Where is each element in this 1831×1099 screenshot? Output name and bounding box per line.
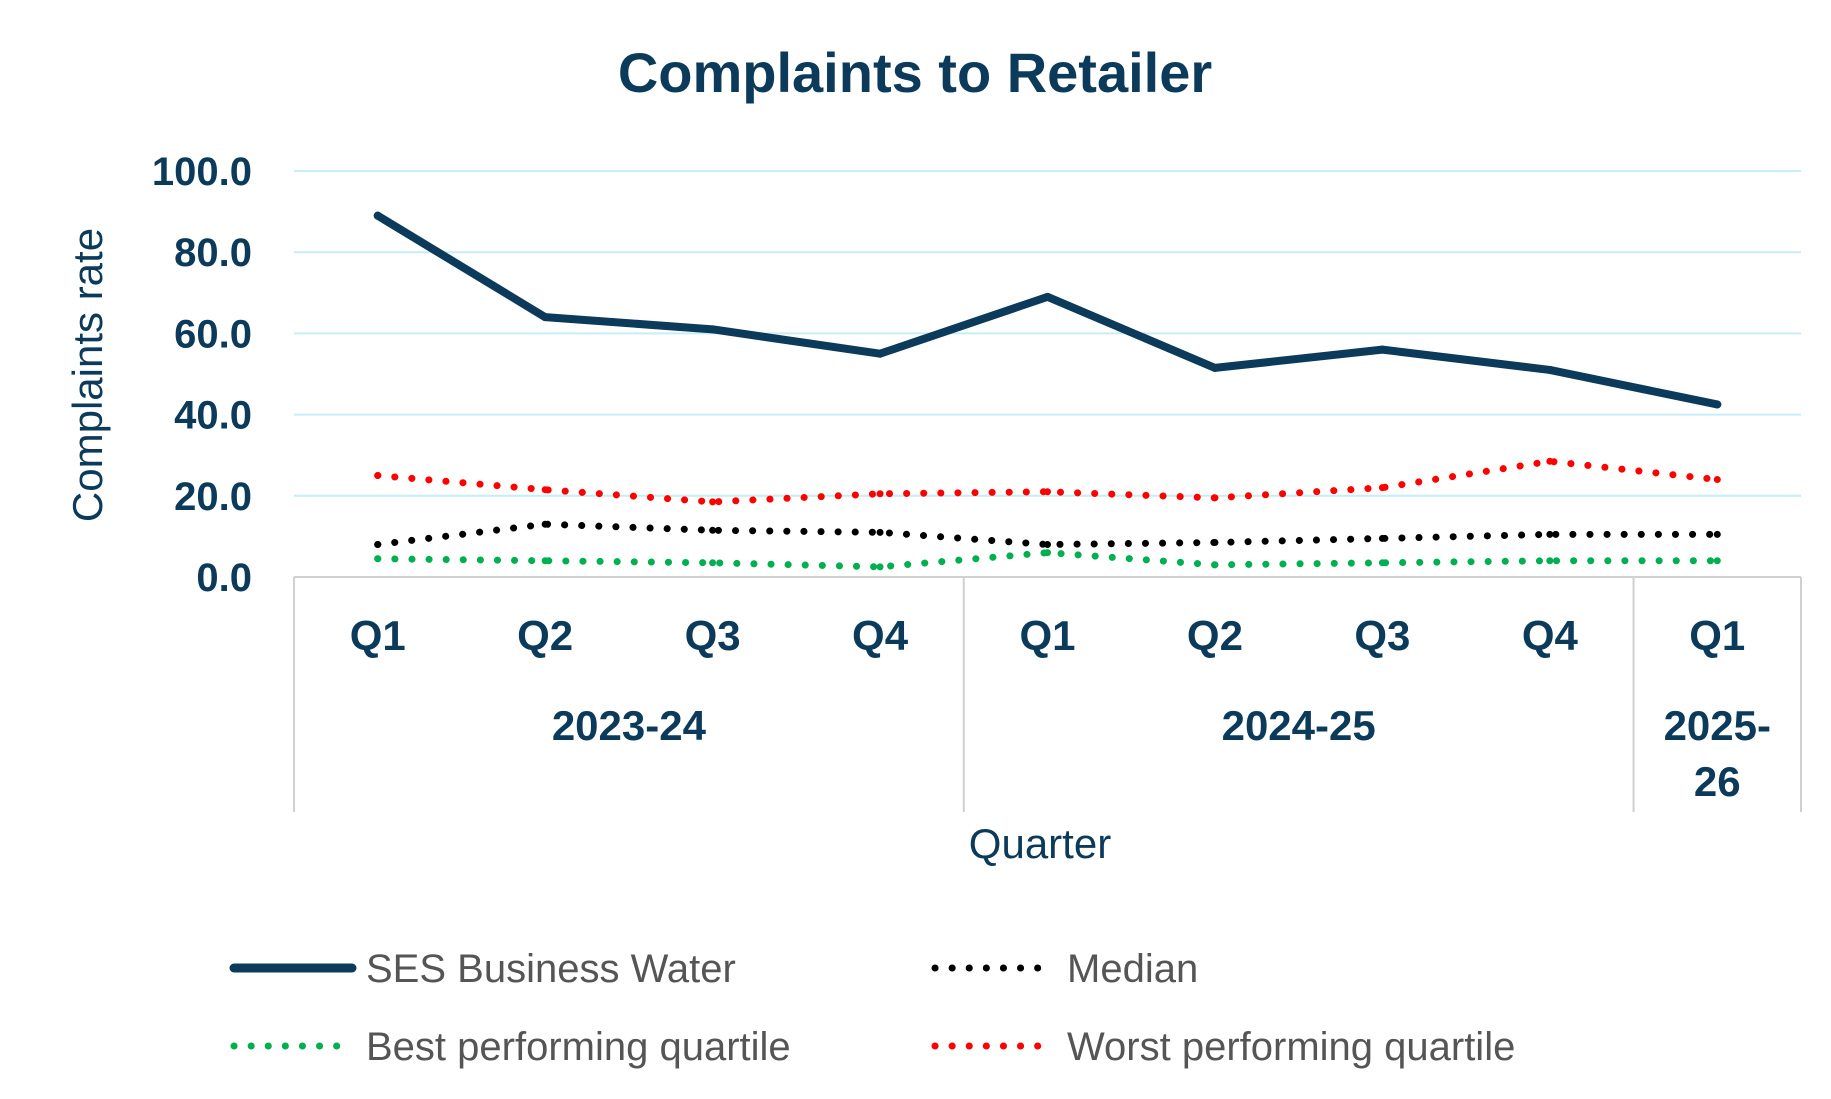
- data-point: [1378, 559, 1386, 567]
- x-group-label: 2025-26: [1664, 702, 1771, 805]
- data-point: [374, 555, 382, 563]
- y-tick-label: 80.0: [174, 231, 252, 275]
- y-tick-label: 20.0: [174, 475, 252, 519]
- data-point: [541, 486, 549, 494]
- data-point: [1713, 400, 1722, 409]
- y-axis-title: Complaints rate: [64, 228, 111, 522]
- legend-item: Median: [931, 947, 1198, 991]
- data-point: [1210, 363, 1219, 372]
- x-axis-title: Quarter: [969, 820, 1111, 867]
- x-axis: Q1 Q2 Q3 Q4 Q1 Q2 Q3 Q4 Q1 2023-24 2024-25 2025-26: [293, 576, 1802, 812]
- data-point: [1545, 365, 1554, 374]
- data-point: [1044, 541, 1051, 549]
- data-point: [1044, 488, 1051, 496]
- data-point: [1546, 530, 1554, 538]
- x-tick-label: Q1: [350, 612, 406, 659]
- legend-item: Best performing quartile: [230, 1025, 791, 1069]
- data-point: [1043, 292, 1052, 301]
- x-tick-label: Q2: [1187, 612, 1243, 659]
- y-tick-label: 40.0: [174, 394, 252, 438]
- data-point: [709, 526, 717, 534]
- data-point: [1713, 530, 1721, 538]
- data-point: [1044, 549, 1051, 557]
- gridlines: [294, 170, 1801, 497]
- legend-label: Worst performing quartile: [1067, 1025, 1515, 1069]
- data-point: [1378, 534, 1386, 542]
- y-tick-label: 0.0: [196, 556, 252, 600]
- x-tick-label: Q1: [1019, 612, 1075, 659]
- x-tick-label: Q3: [685, 612, 741, 659]
- data-point: [1211, 494, 1219, 502]
- y-tick-label: 100.0: [152, 150, 252, 194]
- y-tick-label: 60.0: [174, 312, 252, 356]
- x-tick-label: Q3: [1354, 612, 1410, 659]
- data-point: [1211, 538, 1219, 546]
- series-line-1: [374, 520, 1721, 549]
- data-point: [876, 349, 885, 358]
- x-group-label: 2024-25: [1222, 702, 1376, 749]
- data-point: [876, 528, 884, 536]
- series-line-0: [373, 211, 1722, 409]
- data-point: [541, 520, 549, 528]
- legend-label: SES Business Water: [366, 947, 736, 991]
- data-point: [1546, 457, 1554, 465]
- data-point: [373, 211, 382, 220]
- x-tick-label: Q4: [1522, 612, 1579, 659]
- data-point: [1713, 557, 1721, 565]
- legend-label: Median: [1067, 947, 1198, 991]
- data-point: [541, 557, 549, 565]
- series-lines: [373, 211, 1722, 571]
- data-point: [1378, 484, 1386, 492]
- data-point: [1546, 557, 1554, 565]
- data-point: [374, 541, 382, 549]
- data-point: [1211, 561, 1219, 569]
- chart-title: Complaints to Retailer: [618, 41, 1212, 104]
- series-line-3: [374, 457, 1721, 506]
- data-point: [876, 563, 884, 571]
- legend-label: Best performing quartile: [366, 1025, 791, 1069]
- x-tick-label: Q4: [852, 612, 909, 659]
- x-tick-label: Q1: [1689, 612, 1745, 659]
- y-axis-ticks: 0.0 20.0 40.0 60.0 80.0 100.0: [152, 150, 252, 600]
- legend: SES Business Water Median Best performing …: [229, 947, 1515, 1069]
- data-point: [876, 490, 884, 498]
- data-point: [374, 472, 382, 479]
- x-tick-label: Q2: [517, 612, 573, 659]
- legend-item: SES Business Water: [229, 947, 736, 991]
- data-point: [541, 313, 550, 322]
- data-point: [1378, 345, 1387, 354]
- data-point: [709, 498, 717, 506]
- legend-item: Worst performing quartile: [931, 1025, 1515, 1069]
- data-point: [709, 559, 717, 567]
- data-point: [1713, 476, 1721, 484]
- data-point: [708, 325, 717, 334]
- x-group-label: 2023-24: [552, 702, 707, 749]
